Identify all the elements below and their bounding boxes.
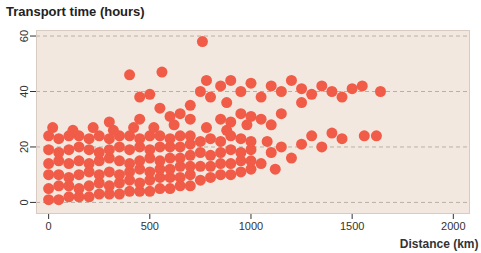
svg-text:0: 0: [18, 199, 30, 205]
svg-text:20: 20: [18, 141, 30, 153]
svg-text:Distance (km): Distance (km): [400, 237, 479, 251]
svg-text:1500: 1500: [340, 220, 364, 232]
html-text:Transport time (hours): Transport time (hours): [6, 4, 145, 19]
svg-text:2000: 2000: [441, 220, 465, 232]
svg-text:500: 500: [141, 220, 159, 232]
svg-text:0: 0: [46, 220, 52, 232]
svg-text:60: 60: [18, 30, 30, 42]
svg-text:1000: 1000: [239, 220, 263, 232]
svg-text:40: 40: [18, 85, 30, 97]
